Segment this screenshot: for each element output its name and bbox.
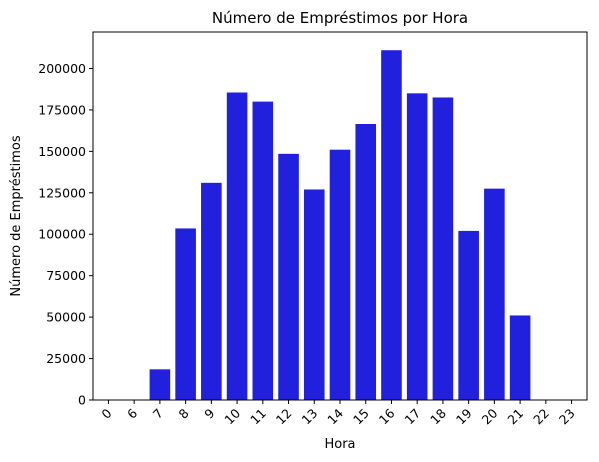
- x-tick-label: 21: [504, 406, 526, 428]
- bar-hour-10: [226, 92, 248, 400]
- y-axis-label: Número de Empréstimos: [9, 135, 24, 296]
- y-tick-label: 175000: [38, 102, 86, 117]
- x-tick-label: 15: [350, 406, 372, 428]
- plot-frame: [92, 31, 588, 401]
- bar-hour-14: [329, 149, 351, 400]
- x-tick-label: 6: [124, 405, 140, 421]
- x-tick-label: 18: [427, 405, 449, 427]
- x-tick-label: 20: [479, 405, 501, 427]
- x-tick-label: 22: [530, 406, 552, 428]
- bar-hour-7: [149, 369, 171, 400]
- x-tick-label: 16: [376, 405, 398, 427]
- y-tick-label: 125000: [38, 185, 86, 200]
- y-tick-label: 75000: [46, 268, 86, 283]
- bar-hour-16: [381, 50, 402, 401]
- x-axis-ticks: 0 6 7 8 9 10 11 12 13 14 15 16 17 18 19 20 21 22 23: [98, 400, 578, 428]
- x-tick-label: 14: [324, 405, 346, 427]
- bar-hour-9: [201, 182, 222, 400]
- x-tick-label: 12: [273, 406, 295, 428]
- y-tick-label: 25000: [46, 351, 86, 366]
- y-tick-label: 100000: [38, 227, 86, 242]
- x-tick-label: 9: [201, 405, 217, 421]
- y-tick-label: 200000: [38, 61, 86, 76]
- x-tick-label: 11: [247, 406, 269, 428]
- x-tick-label: 10: [221, 405, 243, 427]
- bar-hour-20: [484, 188, 505, 400]
- bar-hour-8: [175, 228, 196, 400]
- x-tick-label: 0: [98, 405, 114, 421]
- y-tick-label: 150000: [38, 144, 86, 159]
- x-tick-label: 7: [150, 406, 166, 422]
- y-tick-label: 50000: [46, 310, 86, 325]
- y-tick-label: 0: [78, 393, 86, 408]
- bar-hour-18: [432, 97, 454, 400]
- bar-hour-19: [458, 230, 479, 400]
- bar-hour-13: [303, 189, 325, 400]
- plot-bars: [149, 50, 531, 401]
- x-tick-label: 13: [299, 406, 321, 428]
- bar-hour-15: [355, 124, 377, 400]
- x-tick-label: 23: [556, 406, 578, 428]
- chart-title: Número de Empréstimos por Hora: [212, 9, 468, 27]
- x-tick-label: 8: [176, 405, 192, 421]
- x-axis-label: Hora: [324, 437, 355, 452]
- bar-hour-21: [509, 315, 531, 400]
- x-tick-label: 17: [401, 406, 423, 428]
- bar-hour-17: [406, 93, 428, 400]
- x-tick-label: 19: [453, 405, 475, 427]
- y-axis-ticks: 0 25000 50000 75000 100000 125000 150000 175000…: [38, 61, 93, 408]
- bar-hour-11: [252, 101, 274, 401]
- bar-hour-12: [278, 153, 299, 400]
